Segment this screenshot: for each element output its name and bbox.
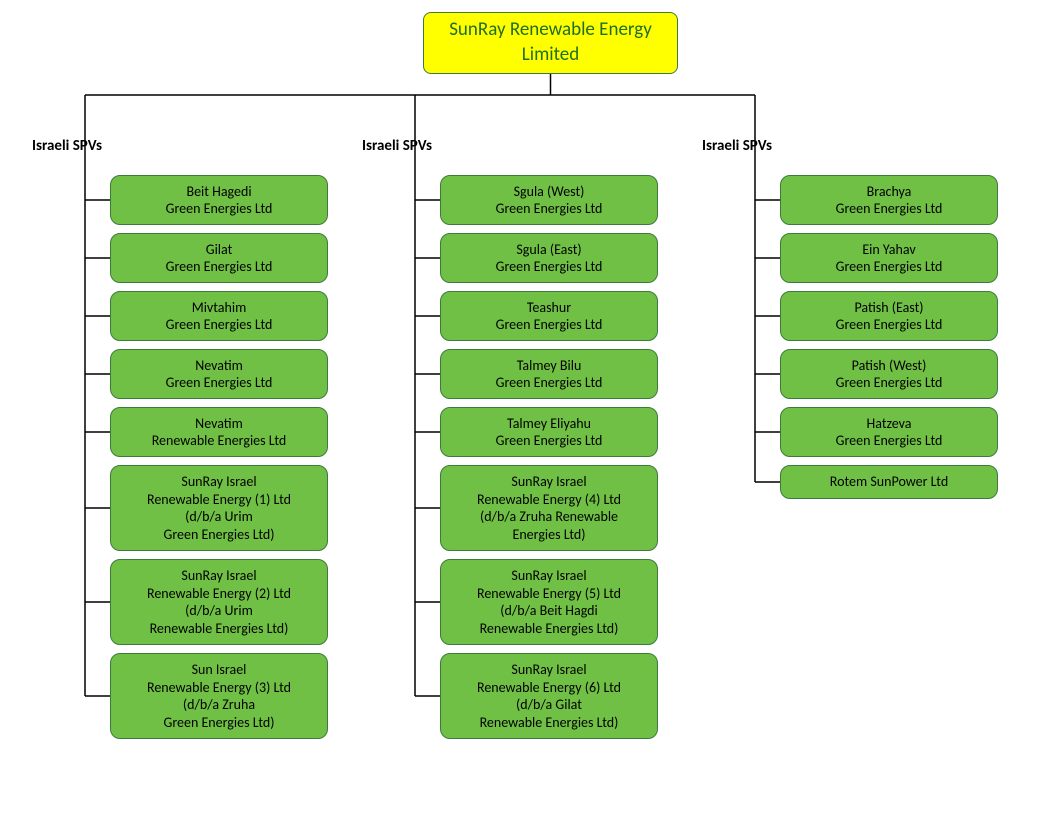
org-node: Ein YahavGreen Energies Ltd	[780, 233, 998, 283]
org-node: SunRay IsraelRenewable Energy (5) Ltd(d/…	[440, 559, 658, 645]
org-node: MivtahimGreen Energies Ltd	[110, 291, 328, 341]
org-node: NevatimGreen Energies Ltd	[110, 349, 328, 399]
org-node: Patish (West)Green Energies Ltd	[780, 349, 998, 399]
org-node: SunRay IsraelRenewable Energy (2) Ltd(d/…	[110, 559, 328, 645]
org-node: Beit HagediGreen Energies Ltd	[110, 175, 328, 225]
org-node: SunRay IsraelRenewable Energy (4) Ltd(d/…	[440, 465, 658, 551]
org-node: Sgula (East)Green Energies Ltd	[440, 233, 658, 283]
group-label: Israeli SPVs	[702, 137, 772, 155]
org-node: HatzevaGreen Energies Ltd	[780, 407, 998, 457]
org-node: Sgula (West)Green Energies Ltd	[440, 175, 658, 225]
org-node: Patish (East)Green Energies Ltd	[780, 291, 998, 341]
group-label: Israeli SPVs	[362, 137, 432, 155]
org-node: SunRay IsraelRenewable Energy (1) Ltd(d/…	[110, 465, 328, 551]
org-node: TeashurGreen Energies Ltd	[440, 291, 658, 341]
org-node: BrachyaGreen Energies Ltd	[780, 175, 998, 225]
org-node: Sun IsraelRenewable Energy (3) Ltd(d/b/a…	[110, 653, 328, 739]
org-node: Talmey BiluGreen Energies Ltd	[440, 349, 658, 399]
org-node: GilatGreen Energies Ltd	[110, 233, 328, 283]
org-node: NevatimRenewable Energies Ltd	[110, 407, 328, 457]
org-node: SunRay IsraelRenewable Energy (6) Ltd(d/…	[440, 653, 658, 739]
group-label: Israeli SPVs	[32, 137, 102, 155]
root-node: SunRay Renewable EnergyLimited	[423, 12, 678, 74]
org-node: Talmey EliyahuGreen Energies Ltd	[440, 407, 658, 457]
org-node: Rotem SunPower Ltd	[780, 465, 998, 499]
